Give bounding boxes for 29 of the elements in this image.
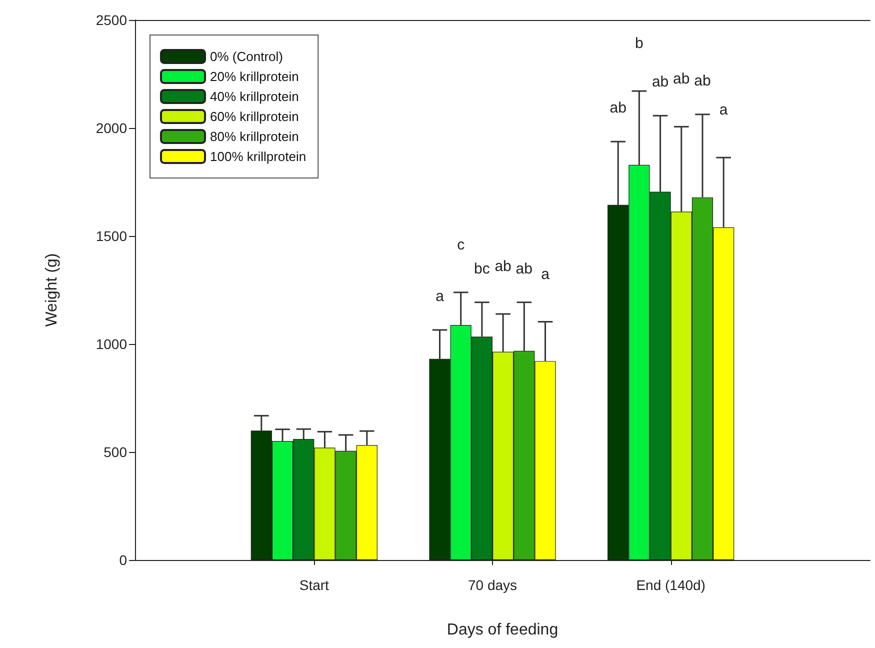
y-tick-label: 0 [119, 552, 128, 568]
annotation: b [635, 35, 644, 52]
y-tick-label: 500 [104, 444, 128, 460]
legend-label: 60% krillprotein [210, 109, 299, 124]
annotation: c [457, 236, 466, 254]
y-tick-label: 1000 [96, 336, 128, 352]
legend-label: 80% krillprotein [210, 129, 299, 144]
x-axis-title: Days of feeding [446, 622, 558, 638]
x-tick-label: End (140d) [636, 577, 706, 593]
annotation: ab [610, 100, 626, 117]
legend-label: 20% krillprotein [210, 69, 299, 84]
legend-label: 0% (Control) [210, 49, 283, 64]
annotation: bc [474, 260, 490, 278]
annotation: ab [694, 72, 711, 90]
x-tick-label: Start [299, 577, 330, 593]
legend-label: 100% krillprotein [210, 149, 306, 164]
legend-label: 40% krillprotein [210, 89, 299, 104]
annotation: a [719, 102, 728, 119]
y-tick-label: 2500 [96, 12, 128, 28]
annotation: ab [652, 74, 669, 91]
annotation: ab [494, 258, 512, 275]
annotation: a [541, 266, 550, 283]
annotation: a [436, 288, 445, 305]
y-tick-label: 1500 [96, 228, 128, 244]
y-tick-label: 2000 [96, 120, 128, 136]
x-tick-label: 70 days [468, 577, 518, 593]
y-axis-title: Weight (g) [44, 253, 60, 327]
annotation: ab [516, 260, 532, 278]
annotation: ab [673, 70, 690, 88]
